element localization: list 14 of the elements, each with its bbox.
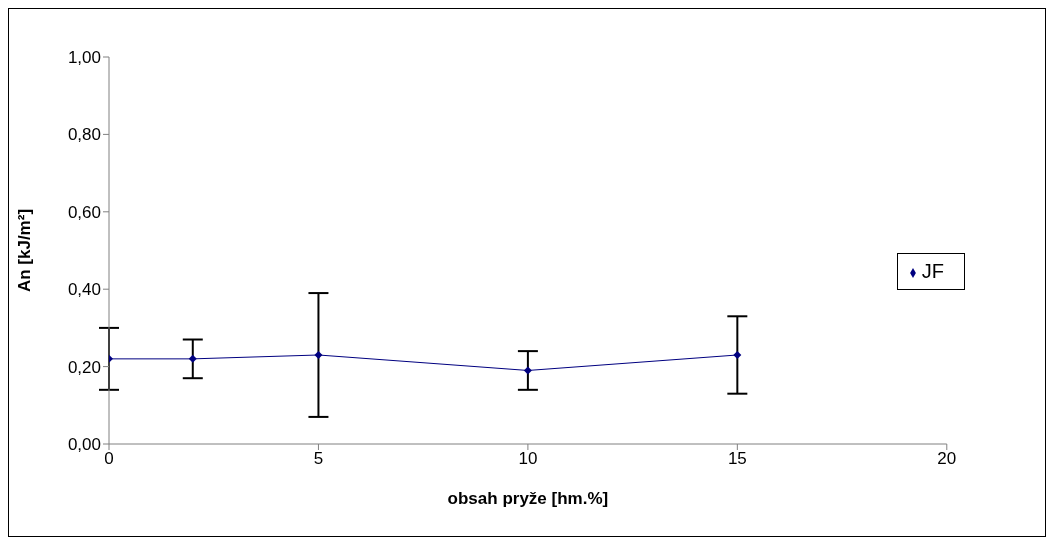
y-tick-label: 1,00 — [67, 48, 101, 68]
y-tick-label: 0,00 — [67, 435, 101, 455]
x-tick-label: 20 — [937, 449, 957, 469]
y-tick-label: 0,80 — [67, 125, 101, 145]
y-tick-label: 0,60 — [67, 202, 101, 222]
legend-label: JF — [921, 260, 944, 282]
x-tick-label: 5 — [313, 449, 324, 469]
x-tick-label: 0 — [104, 449, 114, 469]
y-tick-label: 0,40 — [67, 280, 101, 300]
x-axis-title: obsah pryže [hm.%] — [447, 489, 609, 508]
x-tick-label: 10 — [518, 449, 538, 469]
y-tick-label: 0,20 — [67, 357, 101, 377]
x-tick-label: 15 — [727, 449, 747, 469]
y-axis-title: An [kJ/m²] — [15, 208, 35, 293]
